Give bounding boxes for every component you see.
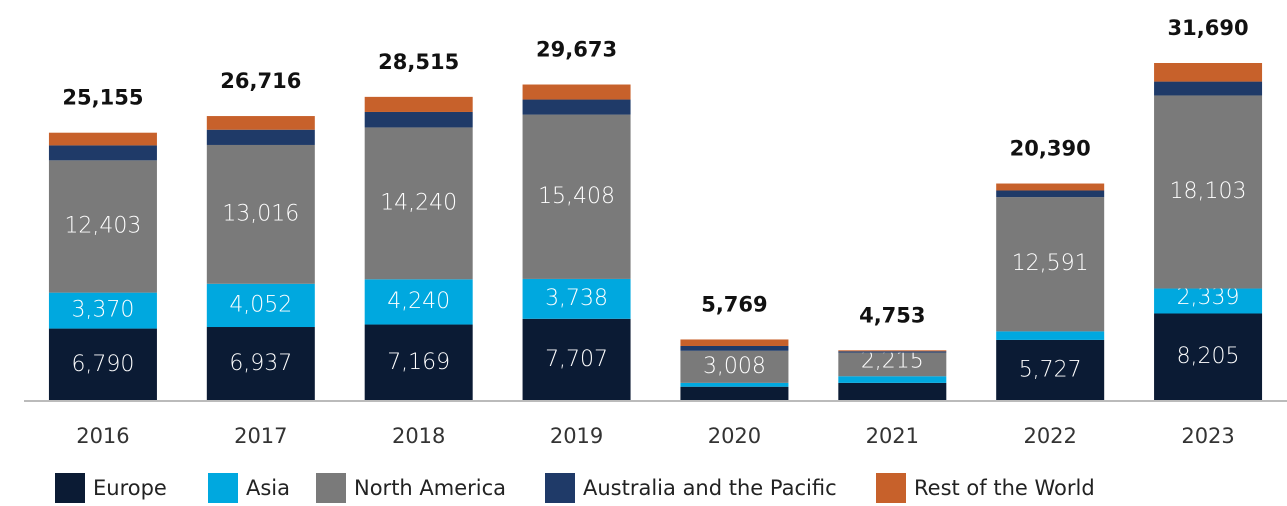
- bar-segment: [48, 132, 157, 146]
- total-label: 4,753: [859, 303, 925, 327]
- bar-segment: [680, 386, 789, 401]
- bar-segment: [680, 350, 789, 383]
- segment-label: 12,403: [64, 213, 141, 238]
- segment-label: 4,240: [387, 289, 450, 314]
- bar-segment: [838, 352, 947, 377]
- legend-swatch: [545, 473, 575, 503]
- legend-label: North America: [354, 476, 506, 500]
- bar-segment: [1154, 288, 1263, 314]
- bar-segment: [522, 99, 631, 115]
- segment-label: 7,169: [387, 350, 450, 375]
- segment-label: 13,016: [222, 201, 299, 226]
- segment-label: 4,052: [229, 292, 292, 317]
- segment-label: 6,790: [71, 352, 134, 377]
- x-tick-label: 2022: [1023, 424, 1076, 448]
- segment-label: 5,727: [1019, 357, 1082, 382]
- bar-segment: [48, 160, 157, 293]
- bar-segment: [48, 145, 157, 161]
- bar-segment: [1154, 81, 1263, 96]
- bar-segment: [680, 339, 789, 346]
- segment-label: 7,707: [545, 347, 608, 372]
- total-label: 26,716: [220, 69, 301, 93]
- x-tick-label: 2020: [708, 424, 761, 448]
- bar-segment: [48, 328, 157, 401]
- bar-segment: [364, 279, 473, 325]
- legend-label: Australia and the Pacific: [583, 476, 837, 500]
- bar-segment: [522, 318, 631, 401]
- bar-segment: [838, 376, 947, 383]
- legend-label: Asia: [246, 476, 290, 500]
- bar-segment: [206, 129, 315, 145]
- bar-segment: [1154, 313, 1263, 401]
- bar-segment: [996, 183, 1105, 191]
- segment-label: 6,937: [229, 351, 292, 376]
- bar-segment: [996, 339, 1105, 401]
- segment-label: 18,103: [1170, 179, 1247, 204]
- bar-segment: [364, 96, 473, 112]
- bar-segment: [364, 324, 473, 401]
- x-tick-label: 2019: [550, 424, 603, 448]
- bar-segment: [838, 382, 947, 401]
- bar-segment: [996, 331, 1105, 340]
- segment-label: 3,738: [545, 286, 608, 311]
- bar-segment: [206, 283, 315, 328]
- bar-segment: [996, 190, 1105, 198]
- segment-label: 8,205: [1177, 344, 1240, 369]
- bar-segment: [522, 278, 631, 319]
- legend-label: Rest of the World: [914, 476, 1095, 500]
- bar-segment: [48, 292, 157, 329]
- bar-segment: [996, 197, 1105, 332]
- bar-segment: [838, 350, 947, 352]
- x-tick-label: 2021: [866, 424, 919, 448]
- bar-segment: [522, 114, 631, 279]
- bar-segment: [364, 127, 473, 280]
- bar-segment: [522, 84, 631, 100]
- total-label: 29,673: [536, 38, 617, 62]
- x-tick-label: 2018: [392, 424, 445, 448]
- bar-segment: [1154, 63, 1263, 82]
- total-label: 28,515: [378, 50, 459, 74]
- bar-segment: [206, 144, 315, 284]
- legend-swatch: [55, 473, 85, 503]
- total-label: 20,390: [1010, 137, 1091, 161]
- bar-segment: [1154, 95, 1263, 289]
- segment-label: 3,008: [703, 354, 766, 379]
- total-label: 5,769: [701, 292, 767, 316]
- x-tick-label: 2016: [76, 424, 129, 448]
- bar-segment: [364, 111, 473, 128]
- x-tick-label: 2017: [234, 424, 287, 448]
- bar-segment: [206, 116, 315, 130]
- segment-label: 2,339: [1177, 285, 1240, 310]
- legend-swatch: [208, 473, 238, 503]
- segment-label: 12,591: [1012, 251, 1089, 276]
- bar-segment: [680, 382, 789, 387]
- legend-swatch: [876, 473, 906, 503]
- legend-label: Europe: [93, 476, 167, 500]
- segment-label: 14,240: [380, 190, 457, 215]
- bar-segment: [206, 327, 315, 401]
- total-label: 31,690: [1168, 16, 1249, 40]
- segment-label: 15,408: [538, 184, 615, 209]
- total-label: 25,155: [62, 86, 143, 110]
- bar-segment: [680, 345, 789, 351]
- legend-swatch: [316, 473, 346, 503]
- segment-label: 3,370: [71, 298, 134, 323]
- bar-segment: [838, 351, 947, 353]
- x-tick-label: 2023: [1181, 424, 1234, 448]
